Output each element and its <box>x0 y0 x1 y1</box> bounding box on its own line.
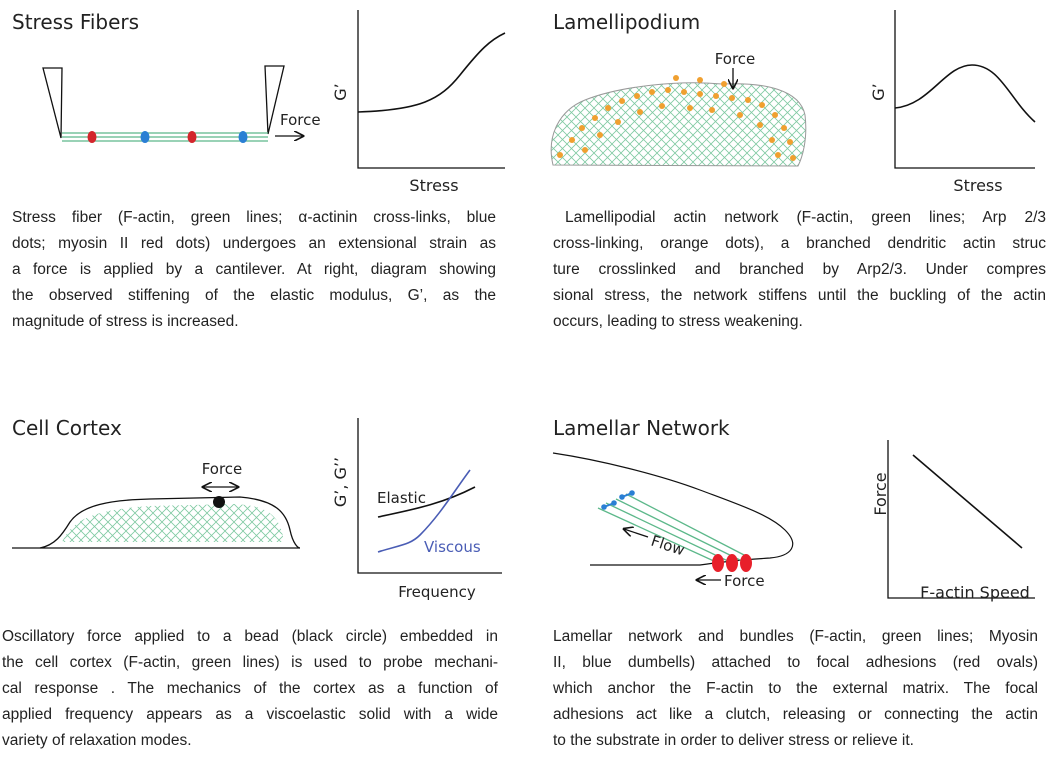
caption: Stress fiber (F-actin, green lines; α-ac… <box>12 205 496 335</box>
caption-line: a force is applied by a cantilever. At r… <box>12 257 496 283</box>
caption-line: Oscillatory force applied to a bead (bla… <box>2 624 498 650</box>
caption-line: to the substrate in order to deliver str… <box>553 728 1038 754</box>
panel-title: Stress Fibers <box>12 10 139 34</box>
panel-title: Cell Cortex <box>12 416 122 440</box>
caption: Oscillatory force applied to a bead (bla… <box>2 624 498 754</box>
x-axis-label: Frequency <box>398 583 476 601</box>
caption-line: Lamellipodial actin network (F-actin, gr… <box>553 205 1046 231</box>
caption-line: cross-linking, orange dots), a branched … <box>553 231 1046 257</box>
flow-label: Flow <box>649 532 687 560</box>
caption-line: the observed stiffening of the elastic m… <box>12 283 496 309</box>
force-label: Force <box>724 572 765 590</box>
caption-line: ture crosslinked and branched by Arp2/3.… <box>553 257 1046 283</box>
graph-axes <box>895 10 1035 168</box>
y-axis-label: G’ <box>869 83 888 100</box>
caption-line: variety of relaxation modes. <box>2 728 498 754</box>
cortex-diagram <box>12 487 300 548</box>
force-label: Force <box>280 111 321 129</box>
y-axis-label: Force <box>871 472 890 515</box>
caption: Lamellar network and bundles (F-actin, g… <box>553 624 1038 754</box>
caption: Lamellipodial actin network (F-actin, gr… <box>553 205 1046 335</box>
graph-axes <box>358 10 505 168</box>
lamellipodium-diagram <box>551 68 806 166</box>
elastic-label: Elastic <box>377 489 426 507</box>
lamellar-diagram <box>553 453 793 580</box>
caption-line: the cell cortex (F-actin, green lines) i… <box>2 650 498 676</box>
caption-line: occurs, leading to stress weakening. <box>553 309 1046 335</box>
graph-curve <box>895 65 1035 122</box>
page: Stress Fibers Force G’ Stress Lamellipod… <box>0 0 1046 758</box>
caption-line: applied frequency appears as a viscoelas… <box>2 702 498 728</box>
caption-line: adhesions act like a clutch, releasing o… <box>553 702 1038 728</box>
force-label: Force <box>202 460 243 478</box>
x-axis-label: F-actin Speed <box>920 583 1030 602</box>
y-axis-label: G’ <box>331 83 350 100</box>
stress-fiber-diagram <box>43 66 303 143</box>
caption-line: sional stress, the network stiffens unti… <box>553 283 1046 309</box>
graph-curve <box>358 33 505 112</box>
caption-line: II, blue dumbells) attached to focal adh… <box>553 650 1038 676</box>
force-label: Force <box>715 50 756 68</box>
x-axis-label: Stress <box>409 176 458 195</box>
y-axis-label: G’, G’’ <box>331 457 350 507</box>
panel-title: Lamellar Network <box>553 416 730 440</box>
caption-line: which anchor the F-actin to the external… <box>553 676 1038 702</box>
x-axis-label: Stress <box>953 176 1002 195</box>
caption-line: magnitude of stress is increased. <box>12 309 496 335</box>
viscous-label: Viscous <box>424 538 481 556</box>
caption-line: dots; myosin II red dots) undergoes an e… <box>12 231 496 257</box>
graph-line <box>913 455 1022 548</box>
caption-line: cal response . The mechanics of the cort… <box>2 676 498 702</box>
panel-title: Lamellipodium <box>553 10 700 34</box>
caption-line: Stress fiber (F-actin, green lines; α-ac… <box>12 205 496 231</box>
graph-axes <box>888 440 1035 598</box>
caption-line: Lamellar network and bundles (F-actin, g… <box>553 624 1038 650</box>
